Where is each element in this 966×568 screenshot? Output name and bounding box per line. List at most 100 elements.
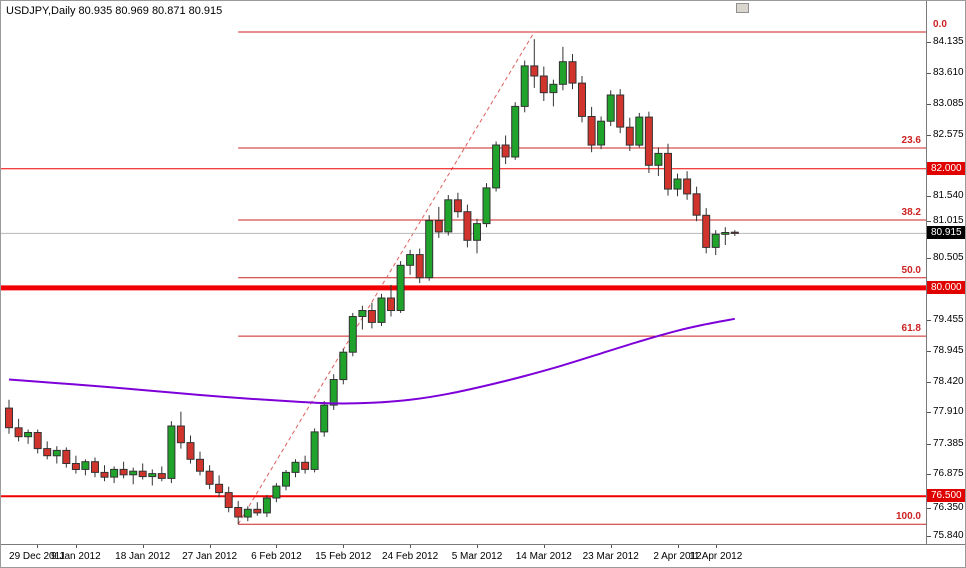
- date-label: 11 Apr 2012: [689, 551, 743, 562]
- candle-body: [81, 461, 90, 470]
- candle-body: [597, 120, 606, 146]
- candle-body: [234, 507, 243, 518]
- price-chart-area[interactable]: USDJPY,Daily 80.935 80.969 80.871 80.915…: [1, 1, 947, 544]
- candle-body: [262, 497, 271, 514]
- date-label: 27 Jan 2012: [182, 551, 238, 562]
- candle-body: [578, 82, 586, 117]
- candle-body: [24, 432, 33, 438]
- candle-body: [282, 471, 290, 487]
- fib-level-label: 50.0: [901, 264, 921, 276]
- date-label: 24 Feb 2012: [382, 551, 439, 562]
- price-axis-tick: [927, 350, 931, 352]
- candle-body: [616, 94, 625, 128]
- candle-body: [186, 442, 195, 460]
- price-level-badge: 82.000: [927, 161, 965, 175]
- candle-body: [33, 432, 42, 450]
- candle-body: [167, 425, 176, 479]
- current-price-badge: 80.915: [927, 226, 965, 240]
- candle-body: [558, 61, 567, 85]
- candle-body: [434, 220, 443, 233]
- candle-body: [91, 461, 99, 473]
- candle-body: [664, 152, 672, 190]
- price-axis-label: 77.910: [933, 406, 964, 418]
- candle-body: [425, 220, 434, 279]
- price-level-badge: 80.000: [927, 280, 965, 294]
- price-axis-tick: [927, 443, 931, 445]
- candle-body: [692, 193, 701, 216]
- candle-body: [606, 94, 615, 122]
- candle-body: [539, 75, 548, 94]
- candle-body: [549, 83, 558, 94]
- candle-body: [453, 199, 462, 213]
- fib-trend-line[interactable]: [237, 31, 535, 525]
- price-axis-tick: [927, 257, 931, 259]
- date-label: 9 Jan 2012: [51, 551, 101, 562]
- time-axis-tick: [715, 545, 717, 548]
- fib-level-label: 61.8: [901, 323, 921, 335]
- price-axis-label: 81.540: [933, 190, 964, 202]
- candle-body: [5, 407, 13, 429]
- candle-body: [110, 468, 119, 478]
- date-label: 15 Feb 2012: [315, 551, 372, 562]
- candle-body: [635, 116, 644, 146]
- price-axis-tick: [927, 473, 931, 475]
- date-label: 23 Mar 2012: [582, 551, 639, 562]
- candle-body: [243, 508, 252, 518]
- time-axis-tick: [677, 545, 679, 548]
- price-axis-tick: [927, 196, 931, 198]
- candle-body: [387, 297, 395, 311]
- candle-body: [654, 152, 663, 166]
- candle-body: [367, 310, 376, 323]
- fib-level-label: 100.0: [895, 511, 921, 523]
- chart-corner-button[interactable]: [736, 3, 749, 13]
- candle-body: [644, 116, 653, 166]
- moving-average-line[interactable]: [8, 317, 735, 405]
- price-axis-tick: [927, 412, 931, 414]
- price-axis-tick: [927, 104, 931, 106]
- date-label: 14 Mar 2012: [515, 551, 572, 562]
- price-axis[interactable]: 84.135 83.610 83.085 82.575 81.540 81.015 80.5…: [926, 1, 965, 544]
- candle-body: [14, 427, 23, 438]
- price-level-badge: 76.500: [927, 489, 965, 503]
- time-axis-tick: [610, 545, 612, 548]
- candle-body: [138, 470, 147, 478]
- fib-level-label: 0.0: [933, 19, 947, 30]
- candle-body: [253, 508, 262, 514]
- candle-body: [568, 61, 577, 84]
- candle-body: [406, 254, 415, 266]
- candle-body: [196, 458, 204, 472]
- candle-body: [148, 473, 157, 478]
- candle-body: [520, 65, 529, 107]
- price-axis-tick: [927, 320, 931, 322]
- candle-body: [100, 471, 109, 478]
- candlestick-plot[interactable]: [1, 1, 926, 544]
- date-label: 18 Jan 2012: [115, 551, 171, 562]
- candle-body: [52, 449, 61, 457]
- price-axis-label: 76.350: [933, 502, 964, 514]
- candle-body: [71, 463, 80, 470]
- candle-body: [157, 473, 166, 479]
- date-label: 2 Apr 2012: [653, 551, 702, 562]
- time-axis[interactable]: 29 Dec 2011 9 Jan 2012 18 Jan 2012 27 Jan 2…: [1, 544, 965, 567]
- candle-body: [482, 187, 491, 225]
- candle-body: [473, 223, 481, 241]
- candle-body: [224, 492, 233, 509]
- date-label: 29 Dec 2011: [9, 551, 65, 562]
- candle-body: [530, 65, 539, 77]
- candle-body: [291, 461, 300, 473]
- candle-body: [721, 232, 730, 235]
- time-axis-tick: [410, 545, 412, 548]
- candle-body: [119, 468, 128, 476]
- time-axis-tick: [209, 545, 211, 548]
- candle-body: [310, 431, 319, 470]
- candle-body: [339, 351, 348, 381]
- price-axis-tick: [927, 381, 931, 383]
- price-axis-label: 82.575: [933, 128, 964, 140]
- price-axis-label: 83.610: [933, 67, 964, 78]
- candle-body: [320, 404, 329, 433]
- fib-level-label: 38.2: [901, 207, 921, 218]
- time-axis-tick: [343, 545, 345, 548]
- candle-body: [730, 231, 739, 234]
- price-axis-tick: [927, 535, 931, 537]
- price-axis-label: 84.135: [933, 35, 964, 47]
